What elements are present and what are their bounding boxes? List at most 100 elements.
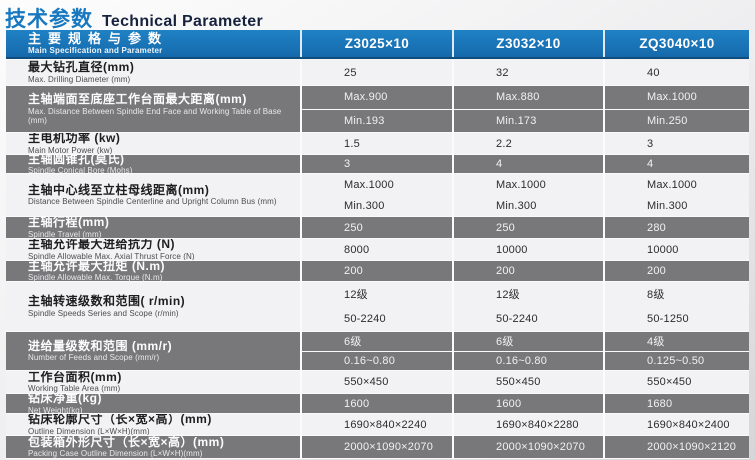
row-value: 3 [344,158,351,170]
row-value: 2.2 [496,137,512,150]
row-label: 钻床轮廓尺寸（长×宽×高）(mm) Outline Dimension (L×W×… [6,414,300,435]
row-value-cell: 25 [300,60,452,85]
row-value: 250 [344,221,363,234]
row-value: 3 [647,137,654,150]
title-chinese: 技术参数 [5,8,93,31]
table-row: 钻床净重(kg) Net Weight(kg) 1600 1600 1680 [6,394,749,414]
row-value-cell: Max.900 Min.193 [300,86,452,132]
row-value-cell: 8000 [300,239,452,260]
row-label: 主轴行程(mm) Spindle Travel (mm) [6,217,300,238]
row-value-cell: 10000 [452,239,603,260]
row-value-sub: Min.173 [454,108,603,133]
table-row: 主轴允许最大进给抗力 (N) Spindle Allowable Max. Axi… [6,239,749,261]
row-value: 2000×1090×2070 [344,441,434,453]
table-row: 钻床轮廓尺寸（长×宽×高）(mm) Outline Dimension (L×W×… [6,414,749,436]
table-row: 主轴圆锥孔(莫氏) Spindle Conical Bore (Mohs) 3 4 4 [6,155,749,174]
row-label-chinese: 主电机功率 (kw) [28,133,121,146]
row-value: 1690×840×2240 [344,418,427,431]
header-label-english: Main Specification and Parameter [28,46,163,55]
row-value-sub: Min.300 [647,199,688,212]
row-value-cell: 1680 [603,394,749,413]
row-value-cell: 1.5 [300,133,452,154]
row-label: 包装箱外形尺寸（长×宽×高）(mm) Packing Case Outline D… [6,436,300,458]
row-value-cell: 200 [603,261,749,281]
row-value: 4 [496,158,503,170]
row-value: 550×450 [496,376,541,388]
row-label: 主轴端面至底座工作台面最大距离(mm) Max. Distance Between… [6,86,300,132]
row-value-sub: 12级 [344,289,368,302]
row-label-chinese: 最大钻孔直径(mm) [28,60,135,75]
row-value-cell: 1690×840×2400 [603,414,749,435]
column-header-z3025: Z3025×10 [300,30,452,57]
row-value-cell: 2000×1090×2070 [300,436,452,458]
table-row: 主轴允许最大扭矩 (N.m) Spindle Allowable Max. Tor… [6,261,749,282]
row-value-cell: Max.1000 Min.300 [603,174,749,216]
row-value-sub: Min.250 [605,108,749,133]
row-value-cell: 8级 50-1250 [603,282,749,331]
row-value-cell: 3 [603,133,749,154]
row-value: 1690×840×2400 [647,418,730,431]
row-value-cell: 1690×840×2280 [452,414,603,435]
row-value-cell: 12级 50-2240 [300,282,452,331]
row-value-cell: 6级 0.16~0.80 [300,332,452,370]
row-value-cell: 2.2 [452,133,603,154]
row-value-sub: Max.880 [496,91,540,104]
row-value: 550×450 [647,376,692,388]
table-row: 工作台面积(mm) Working Table Area (mm) 550×450 5… [6,371,749,394]
row-value: 1680 [647,397,673,410]
row-label: 进给量级数和范围 (mm/r) Number of Feeds and Scope… [6,332,300,370]
row-value-sub: Min.193 [302,108,452,133]
row-value-cell: 4 [603,155,749,173]
row-value: 4 [647,158,654,170]
table-row: 主轴中心线至立柱母线距离(mm) Distance Between Spindle… [6,174,749,217]
row-value-sub: Max.1000 [647,91,697,104]
table-row: 主轴行程(mm) Spindle Travel (mm) 250 250 280 [6,217,749,239]
table-row: 进给量级数和范围 (mm/r) Number of Feeds and Scope… [6,332,749,371]
row-value: 1.5 [344,137,360,150]
row-label: 主轴允许最大进给抗力 (N) Spindle Allowable Max. Axi… [6,239,300,260]
row-label-chinese: 钻床轮廓尺寸（长×宽×高）(mm) [28,414,212,427]
row-value-sub: 50-2240 [344,312,386,325]
row-label-english: Main Motor Power (kw) [28,145,113,154]
row-label: 主轴允许最大扭矩 (N.m) Spindle Allowable Max. Tor… [6,261,300,281]
row-value-sub: 0.16~0.80 [302,350,452,371]
row-label-english: Packing Case Outline Dimension (L×W×H)(m… [28,449,203,458]
row-value-cell: Max.1000 Min.250 [603,86,749,132]
row-value: 25 [344,66,357,79]
row-value-sub: Min.300 [344,199,385,212]
row-label-english: Spindle Conical Bore (Mohs) [28,166,133,173]
row-value-cell: 250 [452,217,603,238]
row-label-chinese: 主轴转速级数和范围( r/min) [28,294,186,309]
row-value-sub: Max.1000 [344,178,394,191]
row-label-chinese: 主轴行程(mm) [28,217,110,230]
row-label-english: Spindle Travel (mm) [28,229,102,238]
row-value-sub: Max.1000 [496,178,546,191]
table-row: 主轴端面至底座工作台面最大距离(mm) Max. Distance Between… [6,86,749,133]
row-label-chinese: 主轴允许最大进给抗力 (N) [28,239,175,252]
row-label: 主轴中心线至立柱母线距离(mm) Distance Between Spindle… [6,174,300,216]
row-value-cell: 40 [603,60,749,85]
row-value: 8000 [344,243,370,256]
row-value: 550×450 [344,376,389,388]
row-value: 200 [647,265,666,277]
row-label: 主轴圆锥孔(莫氏) Spindle Conical Bore (Mohs) [6,155,300,173]
column-header-z3032: Z3032×10 [452,30,603,57]
row-value-cell: 250 [300,217,452,238]
row-label: 最大钻孔直径(mm) Max. Drilling Diameter (mm) [6,60,300,85]
row-value-sub: 50-2240 [496,312,538,325]
row-value: 40 [647,66,660,79]
table-row: 主电机功率 (kw) Main Motor Power (kw) 1.5 2.2 3 [6,133,749,155]
row-value-cell: 2000×1090×2120 [603,436,749,458]
row-label-english: Spindle Speeds Series and Scope (r/min) [28,308,179,318]
row-value-sub: 6级 [344,336,362,349]
row-value-cell: 200 [300,261,452,281]
row-label-chinese: 主轴端面至底座工作台面最大距离(mm) [28,92,247,107]
row-value-cell: 6级 0.16~0.80 [452,332,603,370]
row-label-english: Distance Between Spindle Centerline and … [28,197,277,207]
row-value-cell: Max.880 Min.173 [452,86,603,132]
row-value-sub: 4级 [647,336,665,349]
table-body: 最大钻孔直径(mm) Max. Drilling Diameter (mm) 25 3… [6,60,749,459]
row-value: 200 [496,265,515,277]
table-row: 包装箱外形尺寸（长×宽×高）(mm) Packing Case Outline D… [6,436,749,459]
